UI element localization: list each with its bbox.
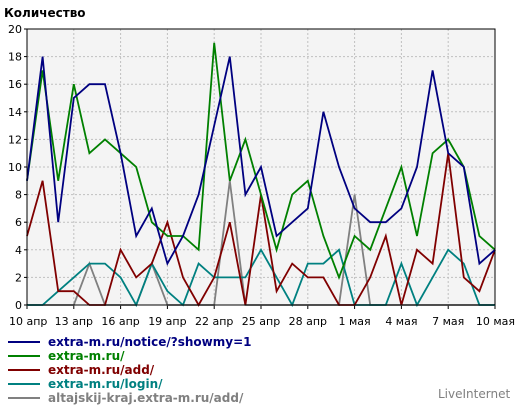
y-tick-label: 8 bbox=[15, 189, 22, 202]
x-tick-label: 1 мая bbox=[339, 315, 371, 328]
y-tick-label: 16 bbox=[8, 78, 22, 91]
series-line-extra-m-ru-notice-showmy-1 bbox=[26, 56, 496, 266]
x-tick-label: 7 мая bbox=[432, 315, 464, 328]
legend-label: extra-m.ru/login/ bbox=[48, 377, 163, 391]
y-tick-label: 12 bbox=[8, 133, 22, 146]
legend: extra-m.ru/notice/?showmy=1extra-m.ru/ex… bbox=[8, 335, 252, 405]
x-tick-label: 10 мая bbox=[476, 315, 515, 328]
x-tick-label: 19 апр bbox=[148, 315, 186, 328]
legend-label: extra-m.ru/notice/?showmy=1 bbox=[48, 335, 252, 349]
x-tick-label: 28 апр bbox=[289, 315, 327, 328]
x-tick-label: 22 апр bbox=[195, 315, 233, 328]
y-tick-label: 20 bbox=[8, 23, 22, 36]
plot-border bbox=[26, 28, 496, 306]
y-tick-label: 2 bbox=[15, 271, 22, 284]
x-tick-label: 10 апр bbox=[9, 315, 47, 328]
legend-label: altajskij-kraj.extra-m.ru/add/ bbox=[48, 391, 244, 405]
x-tick-label: 13 апр bbox=[55, 315, 93, 328]
y-tick-label: 10 bbox=[8, 161, 22, 174]
y-tick-label: 6 bbox=[15, 216, 22, 229]
y-tick-label: 14 bbox=[8, 106, 22, 119]
legend-label: extra-m.ru/ bbox=[48, 349, 125, 363]
y-tick-label: 18 bbox=[8, 51, 22, 64]
y-tick-label: 0 bbox=[15, 299, 22, 312]
liveinternet-credit: LiveInternet bbox=[438, 387, 510, 401]
series-line-extra-m-ru bbox=[26, 42, 496, 280]
x-tick-label: 25 апр bbox=[242, 315, 280, 328]
x-axis-ticks: 10 апр 13 апр 16 апр 19 апр 22 апр 25 апр 28 а… bbox=[9, 305, 515, 328]
x-tick-label: 4 мая bbox=[385, 315, 417, 328]
chart-title: Количество bbox=[4, 6, 86, 20]
legend-label: extra-m.ru/add/ bbox=[48, 363, 155, 377]
x-tick-label: 16 апр bbox=[101, 315, 139, 328]
y-tick-label: 4 bbox=[15, 244, 22, 257]
y-axis-ticks: 0 2 4 6 8 10 12 14 16 18 20 bbox=[8, 23, 27, 312]
